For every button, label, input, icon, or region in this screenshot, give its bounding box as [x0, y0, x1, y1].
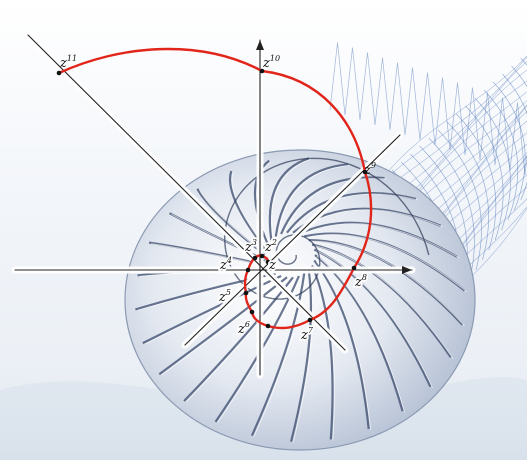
power-point-6	[265, 323, 271, 329]
power-point-7	[307, 317, 313, 323]
label-z2: z2	[264, 238, 277, 255]
power-point-10	[259, 68, 265, 74]
power-point-0	[265, 259, 271, 265]
label-z: z	[268, 258, 276, 273]
power-labels: z11 z10 z9 z8 z8 z7 z7 z6 z6 z5 z5 z4 z4…	[59, 54, 376, 345]
label-z8: z8	[354, 273, 367, 290]
power-point-2	[252, 255, 258, 261]
svg-text:z6: z6	[237, 320, 250, 337]
power-point-4	[243, 290, 249, 296]
svg-text:z2: z2	[264, 238, 277, 255]
label-z11: z11	[59, 54, 77, 71]
power-point-8	[351, 265, 357, 271]
power-point-5	[249, 309, 255, 315]
x-axis-arrow	[402, 266, 412, 274]
nautilus-shell	[124, 149, 476, 451]
power-point-9	[362, 169, 368, 175]
label-z6: z6	[237, 320, 250, 337]
svg-text:z8: z8	[354, 273, 367, 290]
svg-text:z: z	[268, 258, 276, 273]
label-z10: z10	[262, 54, 280, 71]
label-z7: z7	[300, 326, 314, 343]
label-z9: z9	[363, 161, 376, 178]
y-axis-arrow	[256, 40, 264, 50]
svg-text:z4: z4	[219, 256, 232, 273]
power-point-3	[245, 267, 251, 273]
power-point-11	[56, 70, 62, 76]
label-z4: z4	[219, 256, 232, 273]
svg-text:z5: z5	[218, 288, 231, 305]
axis-line-2	[27, 34, 346, 351]
label-z5: z5	[218, 288, 231, 305]
label-z3: z3	[244, 238, 257, 255]
svg-text:z7: z7	[300, 326, 314, 343]
power-point-1	[259, 253, 265, 259]
svg-text:z3: z3	[244, 238, 257, 255]
power-points	[56, 68, 368, 329]
